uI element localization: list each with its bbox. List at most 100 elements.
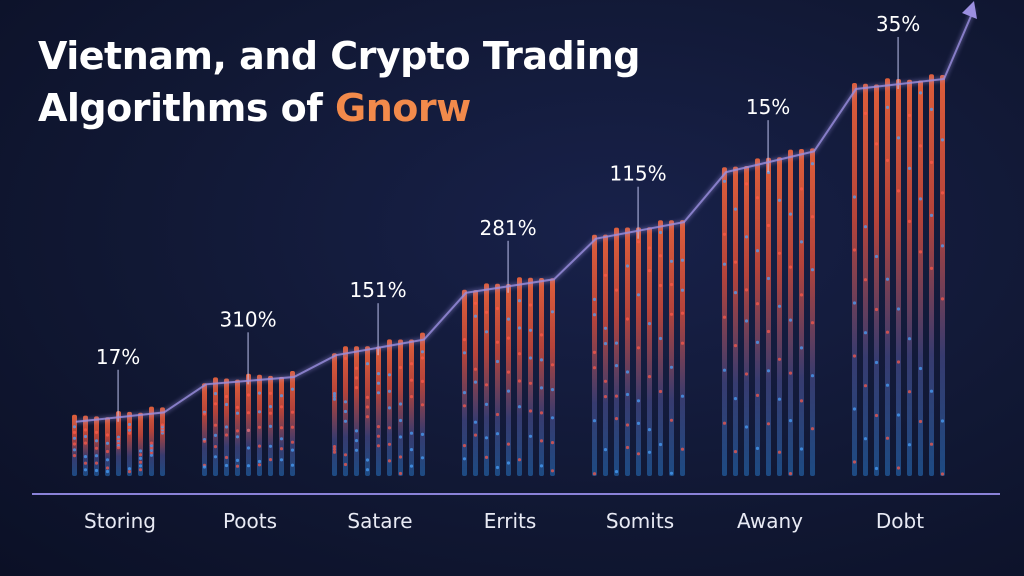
bar-dot: [539, 439, 544, 443]
chart-title: Vietnam, and Crypto Trading Algorithms o…: [38, 30, 641, 134]
bar-dot: [766, 422, 771, 426]
value-label: 15%: [746, 95, 790, 119]
bar-dot: [896, 189, 901, 193]
bar-dot: [517, 352, 522, 356]
bar-dot: [528, 328, 533, 332]
bar-dot: [722, 368, 727, 372]
bar-dot: [550, 469, 555, 473]
bar-dot: [799, 240, 804, 244]
bar-dot: [149, 444, 154, 448]
bar-dot: [940, 419, 945, 423]
bar-dot: [636, 240, 641, 244]
bar-dot: [550, 310, 555, 314]
bar-dot: [863, 111, 868, 115]
bar-dot: [138, 460, 143, 464]
bar-dot: [149, 446, 154, 450]
bar-dot: [354, 448, 359, 452]
bar-group-dobt: [852, 74, 945, 476]
bar-dot: [484, 330, 489, 334]
bar: [376, 346, 381, 476]
bar-dot: [874, 307, 879, 312]
bar-dot: [83, 468, 88, 472]
bar-dot: [332, 397, 337, 401]
bar-dot: [213, 402, 218, 406]
bar-dot: [680, 394, 685, 398]
bar-dot: [528, 434, 533, 438]
bar-dot: [365, 362, 370, 366]
bar-dot: [863, 331, 868, 335]
bar-dot: [744, 425, 749, 429]
bar-dot: [235, 435, 240, 439]
bar-dot: [279, 458, 284, 462]
bar-dot: [224, 402, 229, 407]
bar-dot: [885, 158, 890, 162]
bar-dot: [777, 251, 782, 255]
bar: [658, 220, 663, 476]
bar: [290, 371, 295, 476]
bar-dot: [863, 384, 868, 388]
bar-dot: [398, 418, 403, 423]
bar-dot: [766, 369, 771, 373]
bar-dot: [83, 461, 88, 465]
bar-dot: [409, 431, 414, 435]
bar-dot: [94, 461, 99, 465]
bar-dot: [940, 297, 945, 301]
bar-dot: [127, 428, 132, 432]
bar-dot: [257, 425, 262, 429]
bar-dot: [72, 436, 77, 440]
bar-dot: [376, 434, 381, 438]
bar-dot: [929, 389, 934, 393]
bar-dot: [528, 303, 533, 307]
bar-dot: [852, 407, 857, 411]
bar: [138, 412, 143, 476]
bar-dot: [517, 326, 522, 330]
bar-dot: [852, 248, 857, 252]
bar-dot: [636, 452, 641, 456]
bar-dot: [614, 364, 619, 368]
bar-dot: [506, 389, 511, 393]
bar-dot: [799, 293, 804, 297]
bar-dot: [722, 315, 727, 319]
bar-dot: [257, 459, 262, 464]
bar-dot: [94, 439, 99, 443]
bar-dot: [257, 410, 262, 414]
category-label: Awany: [737, 509, 803, 533]
bar-dot: [733, 207, 738, 211]
bar-dot: [810, 374, 815, 378]
bar-dot: [235, 458, 240, 462]
bar-dot: [614, 470, 619, 474]
bar-dot: [669, 259, 674, 263]
bar-dot: [896, 466, 901, 470]
bar: [896, 79, 901, 476]
bar-dot: [387, 442, 392, 446]
bar-dot: [722, 179, 727, 183]
bar-dot: [506, 317, 511, 321]
bar-dot: [279, 426, 284, 430]
bar-dot: [680, 288, 685, 292]
bar-dot: [755, 393, 760, 397]
bar-dot: [755, 302, 760, 306]
bar-dot: [332, 450, 337, 454]
bar-dot: [246, 446, 251, 450]
bar-dot: [462, 351, 467, 355]
bar-dot: [127, 431, 132, 435]
bar: [788, 149, 793, 476]
bar-dot: [279, 394, 284, 398]
bar-dot: [376, 444, 381, 448]
bar-dot: [343, 453, 348, 457]
bar: [105, 417, 110, 477]
bar-group-somits: [592, 220, 685, 476]
bar: [94, 416, 99, 476]
bar-dot: [246, 464, 251, 468]
bar-dot: [669, 312, 674, 316]
bar-dot: [863, 437, 868, 441]
bar-dot: [94, 454, 99, 458]
bar-dot: [257, 444, 262, 448]
bar-dot: [885, 330, 890, 334]
category-label: Poots: [223, 509, 277, 533]
bar-dot: [550, 388, 555, 392]
bar-dot: [918, 366, 923, 371]
bar: [636, 227, 641, 476]
bar: [614, 227, 619, 476]
